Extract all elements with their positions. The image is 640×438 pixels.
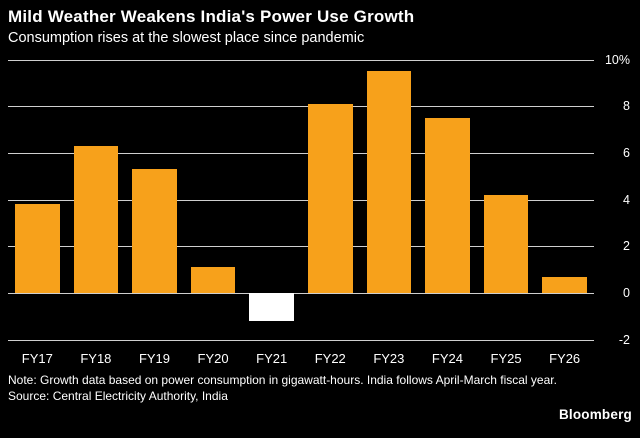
gridline bbox=[8, 106, 594, 108]
x-axis-tick-label: FY26 bbox=[549, 350, 581, 366]
chart-title: Mild Weather Weakens India's Power Use G… bbox=[8, 7, 415, 26]
bar-fy21 bbox=[249, 292, 294, 321]
source-text: Source: Central Electricity Authority, I… bbox=[8, 388, 228, 403]
bar-fy18 bbox=[73, 145, 119, 293]
gridline bbox=[8, 59, 594, 61]
x-axis-tick-label: FY21 bbox=[256, 350, 288, 366]
bar-fy26 bbox=[542, 276, 587, 293]
bar-fy19 bbox=[132, 169, 177, 293]
footnotes: Note: Growth data based on power consump… bbox=[8, 372, 632, 424]
gridline bbox=[8, 152, 594, 154]
bar-fy20 bbox=[190, 267, 236, 293]
y-axis-tick-label: -2 bbox=[618, 332, 630, 347]
bar-fy24 bbox=[425, 117, 470, 293]
x-axis-tick-label: FY18 bbox=[80, 350, 112, 366]
y-axis-tick-label: 6 bbox=[623, 145, 630, 160]
x-axis-tick-label: FY25 bbox=[490, 350, 522, 366]
bloomberg-logo: Bloomberg bbox=[558, 407, 632, 423]
y-axis-tick-label: 10% bbox=[604, 52, 630, 67]
x-axis-tick-label: FY24 bbox=[431, 350, 463, 366]
gridline bbox=[8, 199, 594, 201]
y-axis-tick-label: 0 bbox=[623, 285, 630, 300]
gridline bbox=[8, 339, 594, 341]
note-text: Note: Growth data based on power consump… bbox=[8, 372, 557, 387]
x-axis-tick-label: FY23 bbox=[373, 350, 405, 366]
y-axis-tick-label: 2 bbox=[623, 239, 630, 254]
x-axis-labels: FY17 FY18 FY19 FY20 FY21 FY22 FY23 FY24 FY25 FY26 bbox=[8, 344, 594, 366]
bar-fy17 bbox=[15, 204, 60, 293]
brand-row: Bloomberg bbox=[8, 406, 632, 424]
bar-chart: 10% 8 6 4 2 0 -2 FY17 FY18 FY19 FY20 FY21 FY22 FY23 F… bbox=[8, 53, 632, 366]
y-axis: 10% 8 6 4 2 0 -2 bbox=[598, 53, 632, 347]
gridline bbox=[8, 246, 594, 248]
chart-subtitle: Consumption rises at the slowest place s… bbox=[8, 30, 365, 47]
plot-area bbox=[8, 59, 594, 341]
gridline bbox=[8, 292, 594, 294]
bar-fy23 bbox=[366, 71, 412, 293]
x-axis-tick-label: FY17 bbox=[21, 350, 53, 366]
bar-fy25 bbox=[483, 194, 529, 293]
x-axis-tick-label: FY19 bbox=[138, 350, 171, 366]
y-axis-tick-label: 4 bbox=[623, 192, 630, 207]
bar-fy22 bbox=[308, 103, 353, 293]
x-axis-tick-label: FY22 bbox=[314, 350, 346, 366]
y-axis-tick-label: 8 bbox=[623, 99, 630, 114]
x-axis-tick-label: FY20 bbox=[197, 350, 229, 366]
